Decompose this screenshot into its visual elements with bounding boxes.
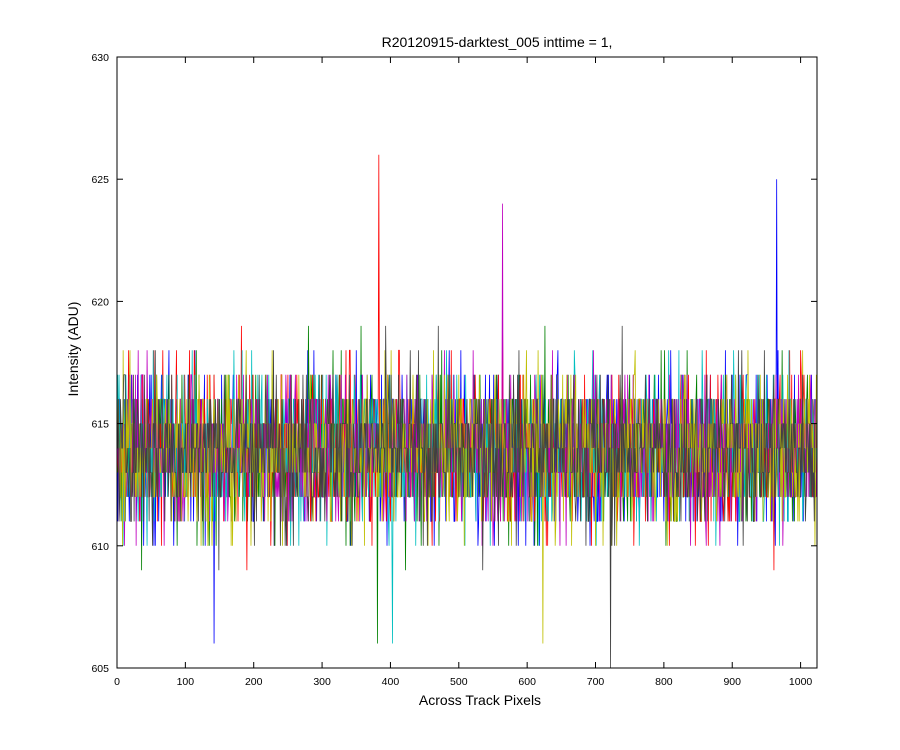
tick-layer: 0 100 200 300 400 500 600 700 800 900 1000 605 610 61… [91,52,817,688]
y-axis-title: Intensity (ADU) [65,302,81,397]
x-tick-label: 300 [313,676,331,688]
x-tick-label: 800 [655,676,673,688]
x-tick-label: 400 [382,676,400,688]
y-tick-label: 630 [91,52,109,64]
x-tick-label: 100 [177,676,195,688]
y-tick-label: 625 [91,174,109,186]
series-layer [117,154,817,668]
series-line [117,325,817,668]
y-tick-label: 620 [91,296,109,308]
x-tick-label: 200 [245,676,263,688]
x-tick-label: 900 [723,676,741,688]
x-tick-label: 1000 [789,676,813,688]
chart-title: R20120915-darktest_005 inttime = 1, [382,34,613,50]
x-tick-label: 0 [114,676,120,688]
x-tick-label: 500 [450,676,468,688]
series-line [117,350,817,644]
x-axis-title: Across Track Pixels [419,692,541,708]
axes-frame [116,56,818,669]
x-tick-label: 600 [518,676,536,688]
x-tick-label: 700 [587,676,605,688]
y-tick-label: 615 [91,419,109,431]
y-tick-label: 610 [91,541,109,553]
axes-background [117,57,817,668]
y-tick-label: 605 [91,663,109,675]
